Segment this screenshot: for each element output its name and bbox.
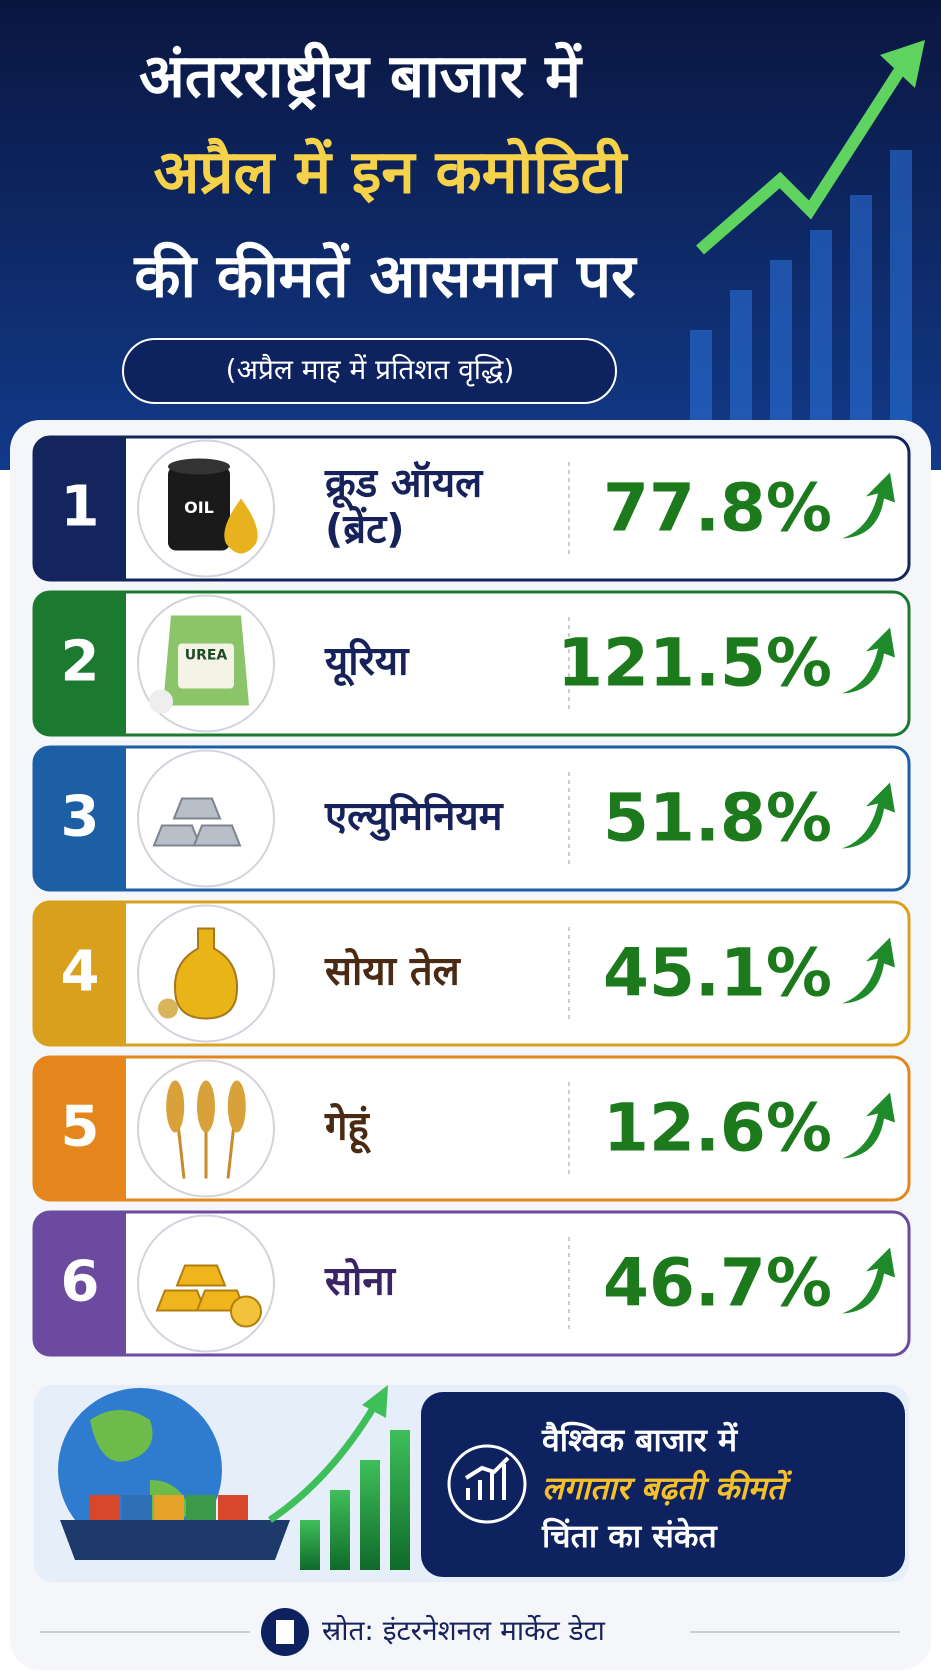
percent-value: 121.5%: [557, 625, 832, 702]
rank-block-edge: [110, 747, 126, 890]
up-arrow: [842, 937, 895, 1004]
rank: 2: [61, 630, 100, 695]
sack-label: [178, 643, 234, 689]
subtitle-pill: [122, 338, 617, 404]
wheat-ear: [227, 1080, 246, 1133]
row: 1 OIL क्रूड ऑयल(ब्रेंट) 77.8%: [32, 435, 911, 582]
banner-bars: [300, 1430, 410, 1570]
up-arrow: [842, 1092, 895, 1159]
wheat-ear: [166, 1080, 185, 1133]
rank-block: [34, 437, 126, 580]
banner-arrow: [268, 1403, 379, 1523]
trend-arrow: [696, 66, 906, 255]
percent-value: 45.1%: [603, 935, 832, 1012]
commodity-name: एल्युमिनियम: [324, 793, 505, 842]
banner-icon-chart: [464, 1456, 510, 1500]
rank-block: [34, 1212, 126, 1355]
ingot: [152, 824, 202, 847]
percent-value: 46.7%: [603, 1245, 832, 1322]
rank-block-edge: [110, 1212, 126, 1355]
banner-box: [421, 1392, 905, 1577]
banner-line: वैश्विक बाजार में: [541, 1421, 739, 1459]
commodity-name: सोना: [324, 1258, 397, 1305]
oil-drop: [224, 498, 258, 554]
row: 6 सोना 46.7%: [32, 1210, 911, 1357]
title-line: अंतरराष्ट्रीय बाजार में: [139, 42, 583, 112]
ingot: [192, 824, 242, 847]
rank-block: [34, 747, 126, 890]
bean: [158, 998, 178, 1019]
rank: 4: [61, 940, 100, 1005]
trend-arrow-head: [880, 40, 925, 88]
commodity-name: गेहूं: [324, 1103, 372, 1155]
rank-block: [34, 1057, 126, 1200]
row: 2 UREA यूरिया 121.5%: [32, 590, 911, 737]
rank-block-edge: [110, 902, 126, 1045]
icon-label: UREA: [185, 648, 228, 664]
up-arrow: [842, 627, 895, 694]
commodity-name: यूरिया: [324, 638, 410, 687]
bottle: [174, 927, 238, 1020]
wheat-ear: [197, 1080, 215, 1133]
commodity-name: क्रूड ऑयल: [324, 461, 484, 509]
percent-value: 12.6%: [603, 1090, 832, 1167]
rank-block: [34, 592, 126, 735]
up-arrow: [842, 1247, 895, 1314]
rank: 1: [61, 475, 100, 540]
rank-block-edge: [110, 1057, 126, 1200]
rank: 5: [61, 1095, 100, 1160]
source: स्रोत: इंटरनेशनल मार्केट डेटा: [322, 1614, 606, 1647]
title-line: अप्रैल में इन कमोडिटी: [154, 138, 629, 208]
row: 5 गेहूं 12.6%: [32, 1055, 911, 1202]
drum: [168, 466, 230, 551]
title: अंतरराष्ट्रीय बाजार में अप्रैल में इन कम…: [133, 42, 638, 312]
rank: 3: [61, 785, 100, 850]
up-arrow: [842, 782, 895, 849]
subtitle: (अप्रैल माह में प्रतिशत वृद्धि): [226, 353, 515, 387]
coin: [230, 1295, 262, 1328]
decor-bars: [690, 150, 912, 430]
banner-arrow-head: [362, 1385, 388, 1418]
rows: 1 OIL क्रूड ऑयल(ब्रेंट) 77.8% 2 UREA यूरिया 121…: [32, 435, 911, 1357]
drum-top: [168, 458, 230, 475]
pellets: [149, 689, 173, 714]
commodity-name: (ब्रेंट): [325, 506, 405, 553]
up-arrow: [842, 472, 895, 539]
rank-block-edge: [110, 437, 126, 580]
banner-line: चिंता का संकेत: [541, 1517, 718, 1555]
title-line: की कीमतें आसमान पर: [133, 242, 638, 312]
containers: [90, 1495, 248, 1520]
banner-icon: [447, 1444, 527, 1524]
ingot: [172, 797, 222, 820]
gold-bar: [155, 1289, 207, 1312]
ship: [60, 1520, 290, 1560]
percent-value: 77.8%: [603, 470, 832, 547]
rank-block-edge: [110, 592, 126, 735]
rank: 6: [61, 1250, 100, 1315]
source-icon-doc: [276, 1620, 294, 1644]
rank-block: [34, 902, 126, 1045]
commodity-name: सोया तेल: [324, 948, 462, 995]
percent-value: 51.8%: [603, 780, 832, 857]
icon-label: OIL: [184, 498, 214, 517]
banner-line: लगातार बढ़ती कीमतें: [542, 1469, 793, 1507]
row: 3 एल्युमिनियम 51.8%: [32, 745, 911, 892]
gold-bar: [175, 1264, 227, 1287]
row: 4 सोया तेल 45.1%: [32, 900, 911, 1047]
